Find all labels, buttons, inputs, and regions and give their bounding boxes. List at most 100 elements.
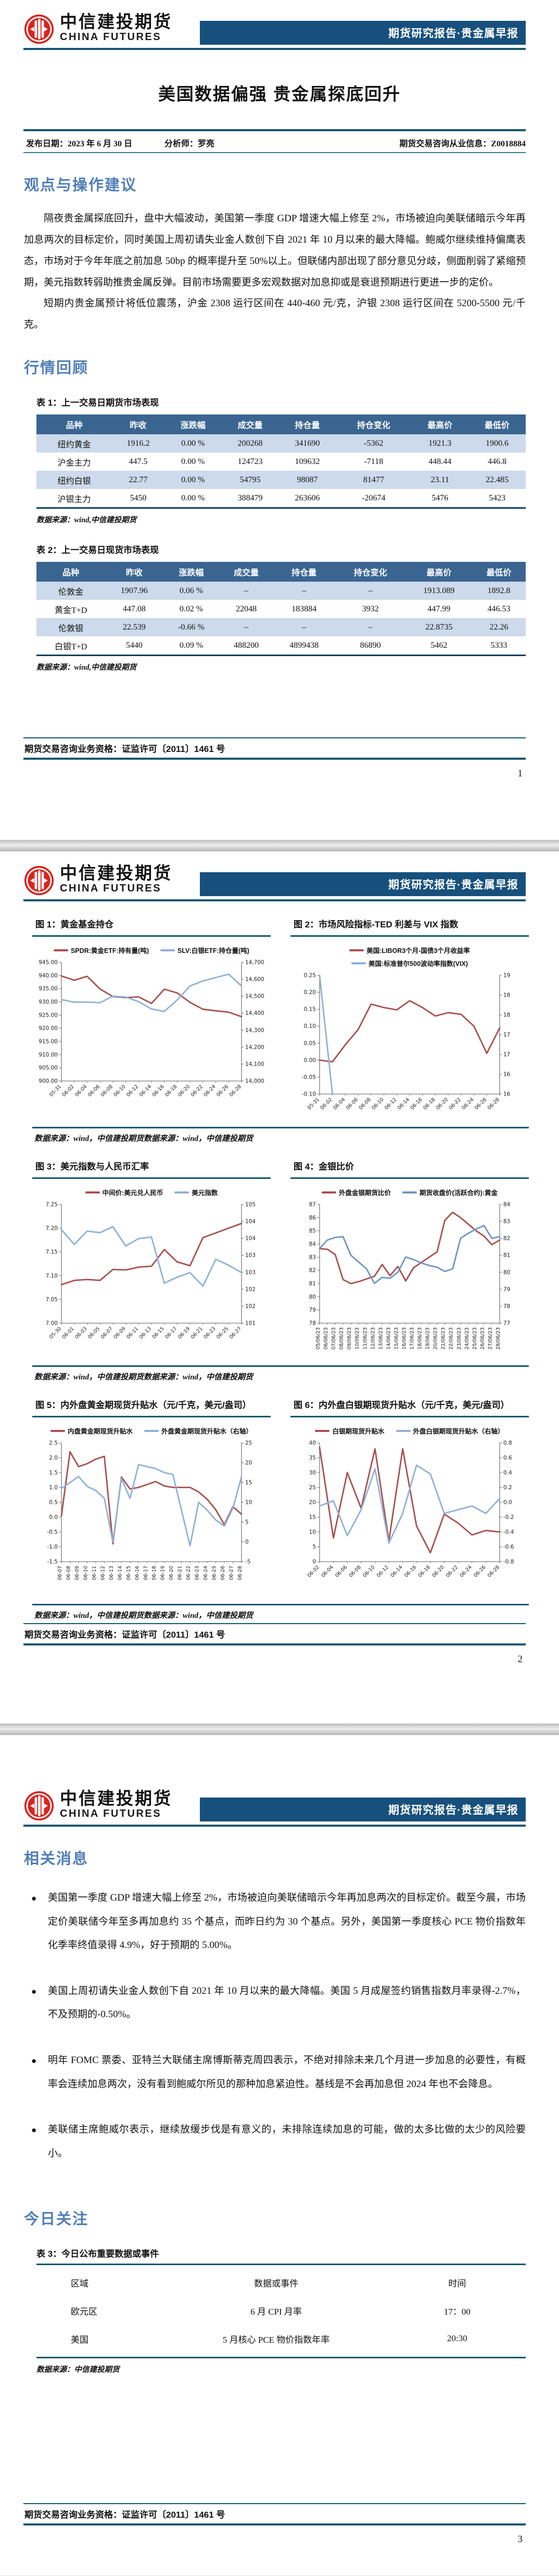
table-cell: 1892.8 bbox=[487, 586, 511, 595]
brand-row: 中信建投期货 CHINA FUTURES 期货研究报告·贵金属早报 bbox=[23, 865, 526, 896]
svg-text:06-26: 06-26 bbox=[474, 1097, 488, 1111]
svg-text:78: 78 bbox=[503, 1303, 510, 1310]
svg-text:80: 80 bbox=[503, 1270, 510, 1276]
table1-caption: 表 1：上一交易日期货市场表现 bbox=[36, 398, 159, 408]
table-row: 伦敦银 22.539 -0.66 % – – – 22.8735 22.26 bbox=[36, 618, 526, 637]
legend-line-marker bbox=[85, 1191, 100, 1193]
table-cell: -5362 bbox=[364, 438, 384, 448]
svg-text:79: 79 bbox=[503, 1286, 510, 1292]
svg-text:06-20: 06-20 bbox=[177, 1084, 191, 1098]
page1-footer: 期货交易咨询业务资格：证监许可〔2011〕1461 号 1 bbox=[0, 737, 559, 840]
svg-text:06-14: 06-14 bbox=[117, 1566, 123, 1580]
page3-footer: 期货交易咨询业务资格：证监许可〔2011〕1461 号 3 bbox=[0, 2503, 559, 2575]
legend-label: 美国:标准普尔500波动率指数(VIX) bbox=[369, 960, 468, 967]
footer-license: 期货交易咨询业务资格：证监许可〔2011〕1461 号 bbox=[24, 744, 225, 754]
svg-text:16/06/23: 16/06/23 bbox=[401, 1327, 407, 1350]
svg-text:06-23: 06-23 bbox=[195, 1566, 200, 1580]
page1-header: 中信建投期货 CHINA FUTURES 期货研究报告·贵金属早报 bbox=[0, 0, 559, 50]
svg-text:05/06/23: 05/06/23 bbox=[315, 1327, 321, 1350]
svg-text:2.5: 2.5 bbox=[49, 1440, 58, 1447]
table-cell: 446.53 bbox=[487, 604, 511, 613]
column-header: 昨收 bbox=[111, 414, 164, 435]
chart-fig3-plot: 7.25 7.20 7.15 7.10 7.05 7.00 105 104 104 103 103 1… bbox=[32, 1199, 271, 1353]
brand-text: 中信建投期货 CHINA FUTURES bbox=[60, 14, 172, 43]
svg-text:06-19: 06-19 bbox=[177, 1326, 191, 1340]
svg-text:101: 101 bbox=[245, 1321, 256, 1327]
svg-text:18/06/23: 18/06/23 bbox=[417, 1327, 423, 1350]
table2-caption: 表 2：上一交易日现货市场表现 bbox=[36, 545, 159, 556]
svg-text:0.00: 0.00 bbox=[304, 1057, 316, 1063]
svg-text:06-06: 06-06 bbox=[345, 1097, 359, 1111]
svg-text:06-25: 06-25 bbox=[212, 1566, 218, 1580]
svg-text:19/06/23: 19/06/23 bbox=[425, 1327, 431, 1350]
report-banner: 期货研究报告·贵金属早报 bbox=[200, 872, 526, 896]
svg-text:7.15: 7.15 bbox=[46, 1249, 58, 1255]
footer-divider-top bbox=[23, 1623, 526, 1624]
svg-text:20: 20 bbox=[245, 1460, 252, 1466]
svg-text:84: 84 bbox=[309, 1241, 316, 1248]
svg-text:06-24: 06-24 bbox=[202, 1084, 217, 1098]
legend-item: 外盘黄金期现货升贴水（右轴） bbox=[144, 1426, 252, 1436]
chart-fig3-title: 图 3：美元指数与人民币汇率 bbox=[32, 1159, 271, 1179]
svg-text:0.10: 0.10 bbox=[304, 1023, 316, 1029]
svg-text:0.4: 0.4 bbox=[503, 1470, 512, 1476]
svg-text:06-14: 06-14 bbox=[390, 1564, 404, 1578]
svg-text:15/06/23: 15/06/23 bbox=[393, 1327, 399, 1350]
svg-text:06-28: 06-28 bbox=[237, 1566, 243, 1580]
footer-divider-top bbox=[23, 2503, 526, 2504]
table-row: 黄金T+D 447.08 0.02 % 22048 183884 3932 447.99 44… bbox=[36, 600, 526, 618]
legend-label: SPDR:黄金ETF:持有量(吨) bbox=[71, 947, 149, 954]
svg-text:105: 105 bbox=[245, 1202, 256, 1208]
svg-text:25/06/23: 25/06/23 bbox=[472, 1327, 478, 1350]
table-row: 美国 5 月核心 PCE 物价指数年率 20:30 bbox=[36, 2324, 526, 2353]
chart-fig6-legend: 白银期现货升贴水 外盘白银期现货升贴水（右轴） bbox=[290, 1426, 529, 1436]
svg-text:06-20: 06-20 bbox=[431, 1564, 445, 1578]
svg-text:-0.10: -0.10 bbox=[302, 1091, 316, 1098]
svg-text:0.5: 0.5 bbox=[49, 1500, 58, 1506]
legend-label: 美元指数 bbox=[192, 1189, 218, 1197]
svg-text:06-10: 06-10 bbox=[83, 1566, 88, 1580]
svg-text:06-01: 06-01 bbox=[61, 1326, 75, 1340]
column-header: 最高价 bbox=[405, 562, 473, 582]
chart-fig4: 图 4：金银比价 外盘金银期货比价 期货收盘价(活跃合约):黄金 87 86 85 84… bbox=[290, 1159, 529, 1362]
table3-bottom-rule bbox=[36, 2357, 526, 2359]
table2-source: 数据来源：wind,中信建投期货 bbox=[36, 663, 137, 672]
legend-item: 内盘黄金期现货升贴水 bbox=[50, 1426, 133, 1436]
legend-label: SLV:白银ETF:持仓量(吨) bbox=[177, 947, 249, 954]
svg-text:945.00: 945.00 bbox=[39, 960, 58, 966]
chart-fig6-plot: 40 35 30 25 20 15 10 5 0 0.8 0.6 0.4 0.2 0.0 -0.2 -0.4 -… bbox=[290, 1438, 529, 1591]
table-cell: 3932 bbox=[362, 604, 379, 613]
svg-text:06-24: 06-24 bbox=[459, 1564, 473, 1578]
table-cell: 1921.3 bbox=[428, 438, 452, 448]
svg-text:06-02: 06-02 bbox=[320, 1097, 334, 1111]
page-separator bbox=[0, 1724, 559, 1735]
svg-text:06-17: 06-17 bbox=[164, 1326, 178, 1340]
brand-text: 中信建投期货 CHINA FUTURES bbox=[60, 865, 172, 894]
table-cell: 0.00 % bbox=[181, 457, 205, 466]
svg-text:06-28: 06-28 bbox=[487, 1097, 501, 1111]
footer-license: 期货交易咨询业务资格：证监许可〔2011〕1461 号 bbox=[24, 2510, 225, 2520]
table-cell: 22048 bbox=[236, 604, 257, 613]
brand-name-en: CHINA FUTURES bbox=[60, 882, 162, 894]
svg-text:06-09: 06-09 bbox=[74, 1566, 80, 1580]
svg-text:27/06/23: 27/06/23 bbox=[488, 1327, 493, 1350]
svg-text:12/06/23: 12/06/23 bbox=[370, 1327, 376, 1350]
svg-text:06-08: 06-08 bbox=[66, 1566, 71, 1580]
svg-text:5: 5 bbox=[312, 1544, 316, 1550]
table-cell: 0.02 % bbox=[179, 604, 204, 613]
table-cell: 0.09 % bbox=[179, 640, 204, 650]
report-page-3: 中信建投期货 CHINA FUTURES 期货研究报告·贵金属早报 相关消息 美… bbox=[0, 1735, 559, 2575]
svg-text:09/06/23: 09/06/23 bbox=[347, 1327, 352, 1350]
svg-text:85: 85 bbox=[309, 1228, 316, 1234]
svg-text:84: 84 bbox=[503, 1202, 511, 1208]
table-cell: 263606 bbox=[295, 493, 320, 502]
table-cell: 1907.96 bbox=[120, 586, 148, 595]
svg-text:17: 17 bbox=[503, 1052, 510, 1058]
table-cell: 白银T+D bbox=[55, 642, 87, 651]
legend-item: 中间价:美元兑人民币 bbox=[85, 1187, 163, 1197]
page-separator bbox=[0, 840, 559, 851]
chart-fig4-title: 图 4：金银比价 bbox=[290, 1159, 529, 1179]
svg-text:10/06/23: 10/06/23 bbox=[354, 1327, 360, 1350]
table-cell: – bbox=[302, 622, 307, 632]
chart-fig5: 图 5：内外盘黄金期现货升贴水（元/千克，美元/盎司） 内盘黄金期现货升贴水 外盘… bbox=[32, 1398, 271, 1601]
